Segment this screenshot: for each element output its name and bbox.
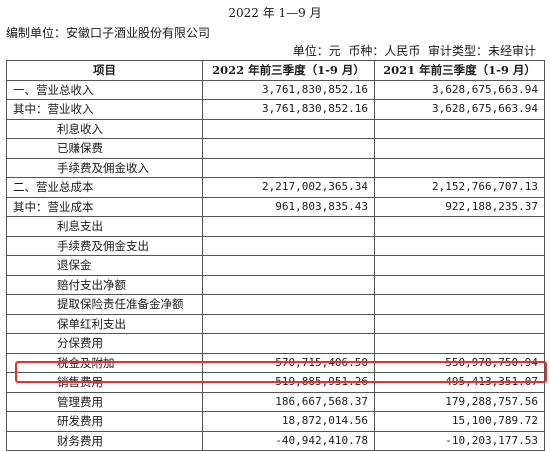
table-row: 分保费用 bbox=[6, 333, 545, 354]
column-header-2021: 2021 年前三季度（1-9 月） bbox=[374, 60, 545, 81]
table-row: 其中：营业收入 3,761,830,852.16 3,628,675,663.9… bbox=[6, 99, 545, 120]
report-period: 2022 年 1—9 月 bbox=[228, 6, 322, 20]
table-row: 赔付支出净额 bbox=[6, 274, 545, 295]
currency-audit-info: 单位：元 币种：人民币 审计类型：未经审计 bbox=[292, 44, 536, 58]
value-2022 bbox=[202, 255, 375, 276]
value-2021: 179,288,757.56 bbox=[374, 391, 545, 412]
table-row: 退保金 bbox=[6, 255, 545, 276]
value-2021 bbox=[374, 157, 545, 178]
value-2022: 961,803,835.43 bbox=[202, 196, 375, 217]
value-2022: 570,715,406.50 bbox=[202, 352, 375, 373]
table-row: 二、营业总成本 2,217,002,365.34 2,152,766,707.1… bbox=[6, 177, 545, 198]
value-2021 bbox=[374, 216, 545, 237]
preparing-entity: 编制单位：安徽口子酒业股份有限公司 bbox=[6, 26, 211, 40]
value-2021 bbox=[374, 118, 545, 139]
value-2022: 186,667,568.37 bbox=[202, 391, 375, 412]
value-2022 bbox=[202, 157, 375, 178]
table-header-row: 项目 2022 年前三季度（1-9 月） 2021 年前三季度（1-9 月） bbox=[6, 60, 545, 81]
value-2022: 18,872,014.56 bbox=[202, 411, 375, 432]
row-label: 其中：营业收入 bbox=[6, 99, 203, 120]
table-row: 利息支出 bbox=[6, 216, 545, 237]
column-header-item: 项目 bbox=[6, 60, 203, 81]
value-2022 bbox=[202, 216, 375, 237]
value-2021: 495,413,351.07 bbox=[374, 372, 545, 393]
table-row: 提取保险责任准备金净额 bbox=[6, 294, 545, 315]
row-label: 保单红利支出 bbox=[6, 313, 203, 334]
value-2021 bbox=[374, 274, 545, 295]
row-label: 利息收入 bbox=[6, 118, 203, 139]
value-2021: 2,152,766,707.13 bbox=[374, 177, 545, 198]
row-label: 退保金 bbox=[6, 255, 203, 276]
table-row: 手续费及佣金收入 bbox=[6, 157, 545, 178]
table-row: 财务费用 -40,942,410.78 -10,203,177.53 bbox=[6, 430, 545, 451]
table-row-highlighted: 销售费用 519,885,951.26 495,413,351.07 bbox=[6, 372, 545, 393]
value-2022: 3,761,830,852.16 bbox=[202, 79, 375, 100]
value-2022 bbox=[202, 313, 375, 334]
row-label: 分保费用 bbox=[6, 333, 203, 354]
row-label: 一、营业总收入 bbox=[6, 79, 203, 100]
table-row: 手续费及佣金支出 bbox=[6, 235, 545, 256]
row-label: 已赚保费 bbox=[6, 138, 203, 159]
value-2022 bbox=[202, 333, 375, 354]
row-label: 赔付支出净额 bbox=[6, 274, 203, 295]
value-2021 bbox=[374, 235, 545, 256]
row-label: 财务费用 bbox=[6, 430, 203, 451]
value-2022: 3,761,830,852.16 bbox=[202, 99, 375, 120]
table-row: 利息收入 bbox=[6, 118, 545, 139]
value-2022 bbox=[202, 118, 375, 139]
value-2021 bbox=[374, 294, 545, 315]
row-label: 税金及附加 bbox=[6, 352, 203, 373]
value-2021: -10,203,177.53 bbox=[374, 430, 545, 451]
row-label: 利息支出 bbox=[6, 216, 203, 237]
value-2021 bbox=[374, 313, 545, 334]
value-2022: 2,217,002,365.34 bbox=[202, 177, 375, 198]
column-header-2022: 2022 年前三季度（1-9 月） bbox=[202, 60, 375, 81]
table-row: 研发费用 18,872,014.56 15,100,789.72 bbox=[6, 411, 545, 432]
value-2022 bbox=[202, 138, 375, 159]
value-2022 bbox=[202, 235, 375, 256]
table-row: 税金及附加 570,715,406.50 550,978,750.94 bbox=[6, 352, 545, 373]
row-label: 其中：营业成本 bbox=[6, 196, 203, 217]
value-2021 bbox=[374, 138, 545, 159]
value-2021: 922,188,235.37 bbox=[374, 196, 545, 217]
income-statement-table: 项目 2022 年前三季度（1-9 月） 2021 年前三季度（1-9 月） 一… bbox=[6, 60, 545, 451]
row-label: 提取保险责任准备金净额 bbox=[6, 294, 203, 315]
row-label: 二、营业总成本 bbox=[6, 177, 203, 198]
table-row: 一、营业总收入 3,761,830,852.16 3,628,675,663.9… bbox=[6, 79, 545, 100]
value-2022: 519,885,951.26 bbox=[202, 372, 375, 393]
value-2021: 3,628,675,663.94 bbox=[374, 99, 545, 120]
row-label: 研发费用 bbox=[6, 411, 203, 432]
table-row: 已赚保费 bbox=[6, 138, 545, 159]
value-2021: 550,978,750.94 bbox=[374, 352, 545, 373]
value-2022: -40,942,410.78 bbox=[202, 430, 375, 451]
row-label: 销售费用 bbox=[6, 372, 203, 393]
table-row: 其中：营业成本 961,803,835.43 922,188,235.37 bbox=[6, 196, 545, 217]
table-row: 保单红利支出 bbox=[6, 313, 545, 334]
row-label: 手续费及佣金收入 bbox=[6, 157, 203, 178]
value-2022 bbox=[202, 274, 375, 295]
value-2021: 3,628,675,663.94 bbox=[374, 79, 545, 100]
row-label: 管理费用 bbox=[6, 391, 203, 412]
value-2022 bbox=[202, 294, 375, 315]
value-2021: 15,100,789.72 bbox=[374, 411, 545, 432]
value-2021 bbox=[374, 333, 545, 354]
row-label: 手续费及佣金支出 bbox=[6, 235, 203, 256]
table-row: 管理费用 186,667,568.37 179,288,757.56 bbox=[6, 391, 545, 412]
value-2021 bbox=[374, 255, 545, 276]
